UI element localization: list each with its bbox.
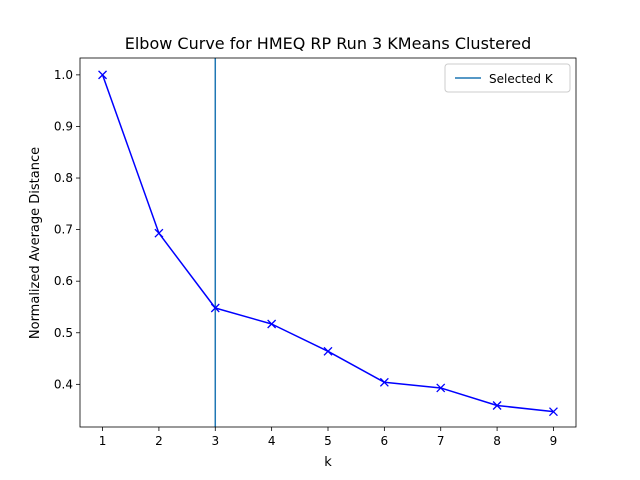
x-tick-label: 1 (99, 434, 107, 448)
x-tick-label: 9 (550, 434, 558, 448)
series-line (101, 74, 554, 413)
legend: Selected K (444, 63, 571, 93)
x-tick-label: 6 (381, 434, 389, 448)
y-tick-label: 0.6 (54, 274, 73, 288)
x-axis-label: k (324, 455, 332, 470)
data-point-marker (379, 377, 389, 387)
x-tick-label: 3 (211, 434, 219, 448)
y-tick-label: 0.5 (54, 326, 73, 340)
x-tick-label: 4 (268, 434, 276, 448)
marker-stroke (436, 383, 446, 393)
marker-stroke (210, 303, 220, 313)
x-tick-label: 5 (324, 434, 332, 448)
data-point-marker (98, 70, 108, 80)
data-point-marker (492, 401, 502, 410)
marker-stroke (267, 319, 277, 329)
plot-frame (79, 57, 577, 428)
marker-stroke (323, 346, 333, 356)
legend-entry: Selected K (489, 72, 554, 86)
data-point-marker (548, 407, 558, 417)
y-tick-label: 0.7 (54, 223, 73, 237)
chart-title: Elbow Curve for HMEQ RP Run 3 KMeans Clu… (125, 34, 532, 53)
y-tick-label: 0.4 (54, 377, 73, 391)
marker-stroke (154, 228, 164, 238)
marker-stroke (548, 407, 558, 417)
x-tick-label: 7 (437, 434, 445, 448)
y-axis-label: Normalized Average Distance (28, 147, 43, 339)
x-tick-label: 2 (155, 434, 163, 448)
x-tick-label: 8 (493, 434, 501, 448)
marker-stroke (379, 377, 389, 387)
legend-box (444, 63, 571, 93)
y-tick-label: 0.8 (54, 171, 73, 185)
data-point-marker (323, 346, 333, 356)
marker-stroke (492, 401, 502, 410)
data-point-marker (154, 228, 164, 238)
marker-stroke (98, 70, 108, 80)
data-point-marker (436, 383, 446, 393)
data-point-marker (267, 319, 277, 329)
data-point-marker (210, 303, 220, 313)
y-tick-label: 1.0 (54, 68, 73, 82)
y-tick-label: 0.9 (54, 119, 73, 133)
